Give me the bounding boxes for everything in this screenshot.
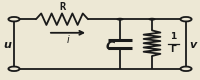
Text: R: R (59, 2, 65, 12)
Text: 1: 1 (170, 32, 176, 41)
Circle shape (8, 17, 20, 21)
Text: Γ: Γ (170, 45, 176, 54)
Text: v: v (189, 40, 197, 50)
Circle shape (148, 18, 156, 21)
Circle shape (8, 67, 20, 71)
Circle shape (180, 67, 192, 71)
Text: i: i (67, 35, 69, 45)
Text: C: C (105, 40, 115, 53)
Circle shape (180, 17, 192, 21)
Circle shape (116, 18, 124, 21)
Text: u: u (3, 40, 11, 50)
